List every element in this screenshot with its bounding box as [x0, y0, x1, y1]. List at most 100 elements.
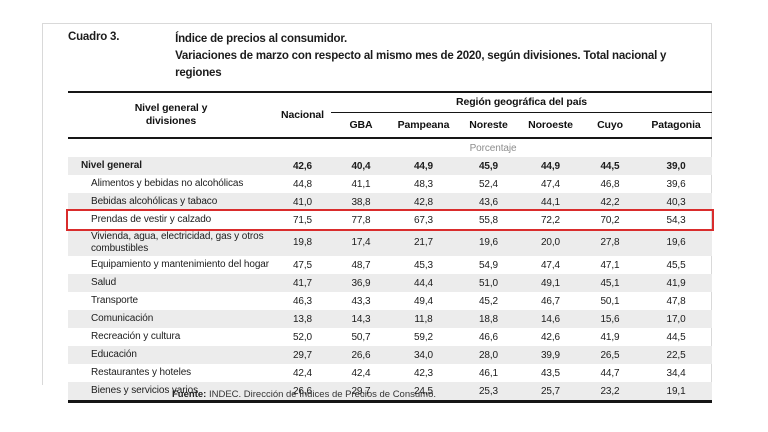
- value-cell: 18,8: [478, 313, 499, 325]
- value-cell: 26,6: [351, 349, 371, 361]
- value-cell: 39,0: [666, 160, 686, 172]
- document-content: Cuadro 3. Índice de precios al consumido…: [43, 24, 715, 403]
- value-cell: 15,6: [600, 313, 620, 325]
- value-cell: 21,7: [413, 237, 434, 248]
- value-cell: 77,8: [351, 214, 371, 226]
- value-cell: 47,5: [292, 259, 313, 271]
- table-row: Bienes y servicios varios 26,6 29,7 24,5 25…: [68, 382, 713, 400]
- table-title: Índice de precios al consumidor. Variaci…: [175, 31, 711, 82]
- column-header-pampeana: Pampeana: [397, 118, 450, 131]
- row-label: Alimentos y bebidas no alcohólicas: [91, 178, 244, 189]
- table-row: Vivienda, agua, electricidad, gas y otro…: [68, 229, 713, 256]
- value-cell: 52,0: [292, 331, 313, 343]
- table-row: Educación 29,7 26,6 34,0 28,0 39,9 26,5 22,5: [68, 346, 713, 364]
- value-cell: 47,1: [600, 259, 620, 271]
- row-label: Prendas de vestir y calzado: [91, 214, 212, 225]
- value-cell: 34,4: [666, 367, 686, 379]
- table-row: Recreación y cultura 52,0 50,7 59,2 46,6 42,…: [68, 328, 712, 346]
- value-cell: 41,7: [292, 277, 313, 289]
- value-cell: 47,4: [540, 259, 561, 271]
- value-cell: 24,5: [413, 385, 434, 397]
- value-cell: 47,8: [666, 295, 686, 307]
- value-cell: 11,8: [414, 313, 433, 325]
- value-cell: 46,7: [540, 295, 561, 307]
- value-cell: 49,1: [540, 277, 561, 289]
- row-label: Transporte: [91, 295, 138, 306]
- value-cell: 43,3: [351, 295, 371, 307]
- value-cell: 13,8: [292, 313, 313, 325]
- source-note: Fuente: INDEC. Dirección de Índices de P…: [172, 389, 436, 400]
- value-cell: 70,2: [600, 214, 620, 226]
- value-cell: 44,1: [540, 196, 561, 208]
- value-cell: 42,2: [600, 196, 620, 208]
- column-header-gba: GBA: [349, 118, 373, 131]
- value-cell: 52,4: [478, 178, 499, 190]
- value-cell: 47,4: [540, 178, 561, 190]
- value-cell: 55,8: [478, 214, 499, 226]
- value-cell: 49,4: [413, 295, 434, 307]
- value-cell: 19,1: [666, 385, 686, 397]
- value-cell: 44,7: [600, 367, 620, 379]
- value-cell: 41,9: [600, 331, 620, 343]
- table-row: Comunicación 13,8 14,3 11,8 18,8 14,6 15,6 17,…: [68, 310, 713, 328]
- value-cell: 45,1: [600, 277, 620, 289]
- column-header-nacional: Nacional: [281, 109, 324, 121]
- column-header-patagonia: Patagonia: [651, 118, 701, 131]
- value-cell: 25,3: [478, 385, 499, 397]
- value-cell: 27,8: [600, 237, 620, 248]
- row-label: Restaurantes y hoteles: [91, 367, 192, 378]
- data-table-wrapper: Nivel general y divisiones Nacional Regi…: [65, 91, 715, 403]
- value-cell: 41,1: [351, 178, 371, 190]
- value-cell: 50,7: [351, 331, 371, 343]
- value-cell: 14,6: [540, 313, 561, 325]
- unit-row: Porcentaje: [68, 138, 712, 157]
- value-cell: 38,8: [351, 196, 371, 208]
- column-header-divisions: Nivel general y divisiones: [134, 102, 208, 127]
- column-header-noreste: Noreste: [469, 118, 508, 131]
- table-row: Equipamiento y mantenimiento del hogar 4…: [68, 256, 712, 274]
- value-cell: 42,8: [413, 196, 434, 208]
- value-cell: 43,6: [478, 196, 499, 208]
- value-cell: 28,0: [478, 349, 499, 361]
- value-cell: 67,3: [413, 214, 434, 226]
- value-cell: 48,7: [351, 259, 371, 271]
- value-cell: 71,5: [292, 214, 313, 226]
- row-label: Comunicación: [91, 313, 154, 324]
- row-label: Nivel general: [81, 160, 142, 171]
- value-cell: 42,3: [413, 367, 434, 379]
- value-cell: 44,4: [413, 277, 434, 289]
- value-cell: 46,6: [478, 331, 499, 343]
- table-title-line2: Variaciones de marzo con respecto al mis…: [175, 50, 667, 79]
- highlighted-table-row: Prendas de vestir y calzado 71,5 77,8 67,3…: [65, 209, 715, 231]
- value-cell: 29,7: [351, 385, 371, 397]
- value-cell: 44,5: [666, 331, 686, 343]
- row-label: Educación: [91, 349, 137, 360]
- value-cell: 44,9: [413, 160, 434, 172]
- value-cell: 42,4: [351, 367, 371, 379]
- value-cell: 44,5: [600, 160, 620, 172]
- value-cell: 42,6: [292, 160, 313, 172]
- column-group-header-regions: Región geográfica del país: [331, 92, 713, 113]
- row-label: Salud: [91, 277, 117, 288]
- row-label: Equipamiento y mantenimiento del hogar: [91, 259, 269, 270]
- value-cell: 19,6: [478, 237, 499, 248]
- value-cell: 45,9: [478, 160, 499, 172]
- unit-label: Porcentaje: [469, 142, 517, 154]
- value-cell: 54,3: [666, 214, 686, 226]
- source-label: Fuente:: [172, 389, 207, 400]
- value-cell: 59,2: [413, 331, 434, 343]
- value-cell: 17,4: [351, 237, 371, 248]
- row-label: Bebidas alcohólicas y tabaco: [91, 196, 218, 207]
- source-text: INDEC. Dirección de Índices de Precios d…: [206, 389, 436, 400]
- table-row: Salud 41,7 36,9 44,4 51,0 49,1 45,1 41,9: [68, 274, 713, 292]
- value-cell: 41,9: [666, 277, 686, 289]
- value-cell: 45,2: [478, 295, 499, 307]
- value-cell: 54,9: [478, 259, 499, 271]
- table-title-line1: Índice de precios al consumidor.: [175, 33, 347, 45]
- value-cell: 46,8: [600, 178, 620, 190]
- value-cell: 19,8: [292, 237, 313, 248]
- value-cell: 41,0: [292, 196, 313, 208]
- value-cell: 39,9: [540, 349, 561, 361]
- value-cell: 22,5: [666, 349, 686, 361]
- value-cell: 44,8: [292, 178, 313, 190]
